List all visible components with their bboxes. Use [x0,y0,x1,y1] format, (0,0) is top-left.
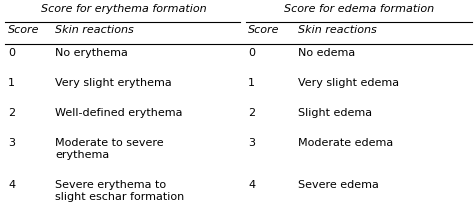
Text: 2: 2 [8,108,15,118]
Text: Very slight edema: Very slight edema [298,78,399,88]
Text: Severe erythema to
slight eschar formation: Severe erythema to slight eschar formati… [55,180,184,202]
Text: 3: 3 [8,138,15,148]
Text: Moderate edema: Moderate edema [298,138,393,148]
Text: Score: Score [248,25,280,35]
Text: 3: 3 [248,138,255,148]
Text: 4: 4 [248,180,255,190]
Text: Well-defined erythema: Well-defined erythema [55,108,182,118]
Text: Slight edema: Slight edema [298,108,372,118]
Text: Moderate to severe
erythema: Moderate to severe erythema [55,138,164,160]
Text: 4: 4 [8,180,15,190]
Text: No erythema: No erythema [55,48,128,58]
Text: No edema: No edema [298,48,355,58]
Text: 1: 1 [248,78,255,88]
Text: Skin reactions: Skin reactions [298,25,377,35]
Text: Very slight erythema: Very slight erythema [55,78,172,88]
Text: Score for edema formation: Score for edema formation [284,4,434,14]
Text: 2: 2 [248,108,255,118]
Text: Score for erythema formation: Score for erythema formation [41,4,207,14]
Text: Severe edema: Severe edema [298,180,379,190]
Text: 1: 1 [8,78,15,88]
Text: Score: Score [8,25,39,35]
Text: Skin reactions: Skin reactions [55,25,134,35]
Text: 0: 0 [248,48,255,58]
Text: 0: 0 [8,48,15,58]
